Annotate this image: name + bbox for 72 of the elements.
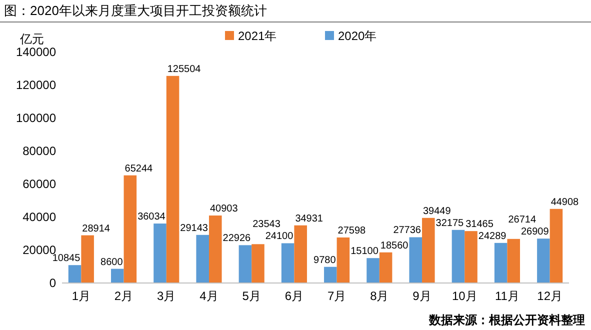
x-tick-label: 5月 [242,289,261,303]
y-tick-label: 120000 [16,78,56,92]
x-tick-label: 3月 [157,289,176,303]
bar [494,242,508,283]
bar [379,252,392,283]
x-tick-label: 10月 [452,289,478,303]
x-tick-label: 6月 [284,289,304,303]
legend-label: 2021年 [238,29,277,43]
bar [81,235,94,283]
y-tick-label: 60000 [22,177,56,191]
data-label: 39449 [423,206,452,217]
data-label: 26714 [508,214,536,226]
data-label: 44908 [550,196,580,208]
y-tick-label: 0 [49,276,56,290]
data-label: 8600 [100,256,124,268]
data-label: 23543 [252,219,281,230]
bar [537,238,550,283]
bar [252,244,264,283]
data-label: 34931 [295,213,324,224]
bar [281,243,294,283]
data-label: 10845 [52,253,81,264]
bar [208,216,222,283]
data-label: 125504 [167,64,202,75]
x-tick-label: 4月 [200,289,218,303]
bar [452,230,465,283]
data-label: 26909 [521,226,550,238]
x-tick-label: 11月 [494,289,520,303]
bar [124,175,137,283]
y-axis-title: 亿元 [19,32,44,46]
x-tick-label: 12月 [537,289,563,303]
bar [68,265,82,283]
data-label: 24289 [478,230,507,242]
bar [294,225,307,283]
x-tick-label: 7月 [327,289,346,303]
bar [464,231,478,283]
bar [154,224,166,283]
data-label: 9780 [314,254,336,266]
x-tick-label: 8月 [370,289,389,303]
data-label: 29143 [180,222,208,234]
data-label: 31465 [466,218,494,230]
bar [196,234,209,283]
y-tick-label: 100000 [16,111,56,125]
bar [422,218,435,283]
data-label: 27736 [393,225,422,236]
bar [409,237,422,283]
bar [238,245,252,283]
data-label: 36034 [138,212,166,223]
data-label: 65244 [124,163,154,174]
x-tick-label: 9月 [412,289,432,303]
y-tick-label: 80000 [22,144,56,158]
data-label: 15100 [350,246,379,258]
bar [324,266,337,283]
chart-title: 图：2020年以来月度重大项目开工投资额统计 [4,3,267,18]
bar [507,238,520,283]
data-label: 27598 [338,225,366,236]
data-label: 24100 [265,231,294,242]
bar [110,268,124,283]
source-note: 数据来源：根据公开资料整理 [428,313,585,327]
bar [166,76,180,283]
legend-label: 2020年 [338,29,377,43]
data-label: 40903 [210,204,238,215]
bar [336,237,350,283]
data-label: 28914 [82,223,110,234]
data-label: 32175 [436,218,464,229]
data-label: 22926 [222,233,252,244]
data-label: 18560 [380,240,409,252]
x-tick-label: 2月 [114,289,134,303]
bar [366,258,380,283]
y-tick-label: 140000 [16,45,56,59]
x-tick-label: 1月 [72,289,91,303]
bar [550,208,563,283]
y-tick-label: 40000 [22,210,56,224]
